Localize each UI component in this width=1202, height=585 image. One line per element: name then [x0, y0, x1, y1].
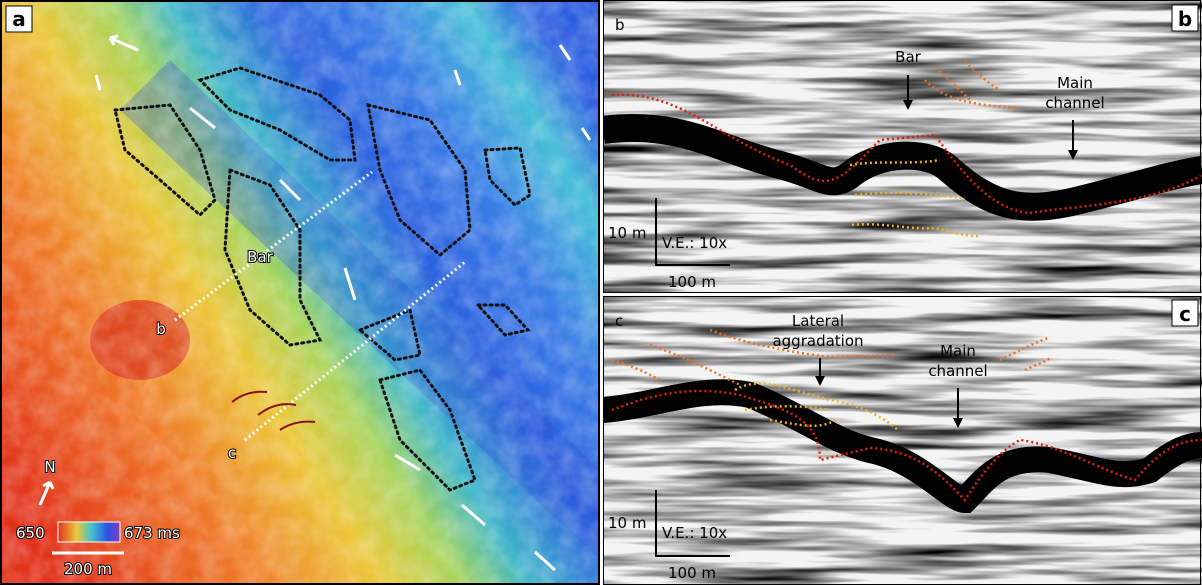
annotation: Lateral: [792, 312, 844, 330]
colorbar-min: 650: [16, 524, 45, 542]
annotation: Main: [940, 342, 976, 360]
panel-label: a: [12, 7, 26, 31]
colorbar-max: 673 ms: [124, 524, 180, 542]
figure: a Bar b c N 650 673 ms 200 m b b Bar Mai…: [0, 0, 1202, 585]
annotation: Main: [1057, 74, 1093, 92]
panel-label: c: [615, 312, 623, 330]
scale-label: 10 m: [608, 514, 646, 532]
line-label: b: [156, 320, 166, 338]
map-panel: a Bar b c N 650 673 ms 200 m: [0, 0, 600, 585]
annotation: aggradation: [772, 332, 863, 350]
panel-label: b: [1178, 7, 1192, 31]
scale-bar-label: 200 m: [64, 560, 112, 578]
bar-label: Bar: [895, 48, 921, 66]
annotation: channel: [1045, 94, 1104, 112]
annotation: channel: [928, 362, 987, 380]
panel-label: c: [1179, 302, 1191, 326]
seismic-panel-c: c c Lateral aggradation Main channel 10 …: [603, 296, 1202, 585]
scale-label: 100 m: [668, 564, 716, 582]
scale-label: V.E.: 10x: [662, 524, 727, 542]
line-label: c: [228, 444, 236, 462]
north-label: N: [44, 458, 55, 476]
panel-label: b: [615, 16, 625, 34]
colorbar: [58, 522, 120, 542]
seismic-panel-b: b b Bar Main channel 10 m V.E.: 10x 100 …: [603, 0, 1202, 293]
bar-label: Bar: [247, 248, 273, 266]
scale-label: 10 m: [608, 224, 646, 242]
scale-label: 100 m: [668, 273, 716, 291]
scale-label: V.E.: 10x: [662, 234, 727, 252]
